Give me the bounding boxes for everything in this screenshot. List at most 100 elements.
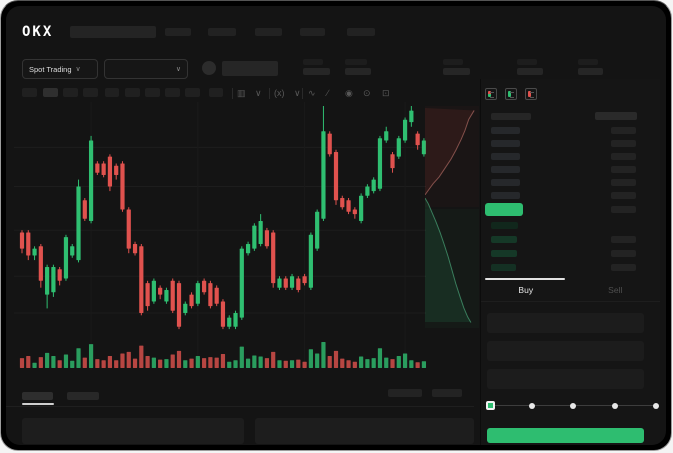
bid-price-bar[interactable] bbox=[491, 236, 517, 243]
chevron-down-icon[interactable]: ∨ bbox=[294, 88, 301, 98]
timeframe-button[interactable] bbox=[209, 88, 223, 97]
stat-value-placeholder bbox=[345, 68, 371, 75]
book-color-swatch bbox=[488, 91, 491, 97]
bid-amount-bar bbox=[611, 236, 636, 243]
trade-panel: Buy Sell bbox=[480, 79, 660, 445]
bottom-tab-active[interactable] bbox=[22, 392, 53, 400]
bid-price-bar[interactable] bbox=[491, 222, 518, 229]
timeframe-button[interactable] bbox=[145, 88, 160, 97]
chevron-down-icon: ∨ bbox=[75, 65, 81, 73]
bid-price-bar[interactable] bbox=[491, 264, 516, 271]
timeframe-button[interactable] bbox=[63, 88, 78, 97]
okx-logo: OKX bbox=[22, 24, 54, 40]
drawing-line-icon[interactable]: ∿ bbox=[308, 88, 316, 98]
book-color-swatch bbox=[508, 91, 511, 97]
bottom-action-placeholder[interactable] bbox=[432, 389, 462, 397]
buy-sell-tabs: Buy Sell bbox=[481, 278, 660, 302]
total-input[interactable] bbox=[487, 369, 644, 389]
ask-amount-bar bbox=[611, 127, 636, 134]
slider-stop-dot[interactable] bbox=[528, 402, 535, 409]
buy-submit-button[interactable] bbox=[487, 428, 644, 443]
chevron-down-icon[interactable]: ∨ bbox=[255, 88, 262, 98]
market-type-select[interactable]: Spot Trading ∨ bbox=[22, 59, 98, 79]
timeframe-button[interactable] bbox=[125, 88, 140, 97]
book-view-asks-icon[interactable] bbox=[525, 88, 537, 100]
stat-label-placeholder bbox=[517, 59, 537, 65]
bottom-panel-left bbox=[22, 418, 244, 444]
bottom-panel-right bbox=[255, 418, 474, 444]
ask-amount-bar bbox=[611, 192, 636, 199]
price-input[interactable] bbox=[487, 313, 644, 333]
toolbar-divider bbox=[232, 88, 233, 99]
book-view-all-icon[interactable] bbox=[485, 88, 497, 100]
book-lines-glyph bbox=[510, 92, 514, 98]
tab-buy[interactable]: Buy bbox=[518, 284, 534, 295]
nav-item-placeholder[interactable] bbox=[208, 28, 236, 36]
candle-type-icon[interactable]: ▥ bbox=[237, 88, 246, 98]
nav-item-placeholder[interactable] bbox=[347, 28, 375, 36]
nav-search-placeholder[interactable] bbox=[70, 26, 156, 38]
book-view-bids-icon[interactable] bbox=[505, 88, 517, 100]
snapshot-icon[interactable]: ◉ bbox=[345, 88, 353, 98]
ask-amount-bar bbox=[611, 140, 636, 147]
ask-price-bar[interactable] bbox=[491, 127, 520, 134]
tab-sell[interactable]: Sell bbox=[608, 284, 623, 295]
amount-input[interactable] bbox=[487, 341, 644, 361]
bid-price-bar[interactable] bbox=[491, 250, 517, 257]
settings-icon[interactable]: ⊙ bbox=[363, 88, 371, 98]
slider-stop-dot[interactable] bbox=[611, 402, 618, 409]
pair-select[interactable]: ∨ bbox=[104, 59, 188, 79]
toolbar-divider bbox=[269, 88, 270, 99]
ask-price-bar[interactable] bbox=[491, 192, 520, 199]
ask-price-bar[interactable] bbox=[491, 140, 520, 147]
bid-amount-bar bbox=[611, 250, 636, 257]
ask-price-bar[interactable] bbox=[491, 179, 520, 186]
stat-label-placeholder bbox=[578, 59, 598, 65]
nav-item-placeholder[interactable] bbox=[165, 28, 191, 36]
timeframe-button[interactable] bbox=[43, 88, 58, 97]
book-header-price-placeholder bbox=[491, 113, 531, 120]
stat-value-placeholder bbox=[517, 68, 543, 75]
bid-amount-bar bbox=[611, 264, 636, 271]
stat-value-placeholder bbox=[443, 68, 470, 75]
bottom-action-placeholder[interactable] bbox=[388, 389, 422, 397]
candlestick-chart[interactable] bbox=[14, 102, 480, 376]
ask-amount-bar bbox=[611, 153, 636, 160]
book-header-amount-placeholder bbox=[595, 112, 637, 120]
active-tab-indicator bbox=[485, 278, 565, 280]
indicators-icon[interactable]: (x) bbox=[274, 88, 285, 98]
toolbar-divider bbox=[302, 88, 303, 99]
stat-label-placeholder bbox=[345, 59, 367, 65]
book-color-swatch bbox=[528, 91, 531, 97]
bottom-divider bbox=[6, 406, 474, 407]
market-type-label: Spot Trading bbox=[29, 64, 72, 74]
book-lines-glyph bbox=[530, 92, 534, 98]
timeframe-button[interactable] bbox=[185, 88, 200, 97]
slider-handle[interactable] bbox=[485, 401, 495, 410]
ask-amount-bar bbox=[611, 179, 636, 186]
ask-amount-bar bbox=[611, 166, 636, 173]
chevron-down-icon: ∨ bbox=[175, 65, 181, 73]
pair-name-placeholder bbox=[222, 61, 278, 76]
coin-icon bbox=[202, 61, 216, 75]
measure-icon[interactable]: ∕ bbox=[327, 88, 329, 98]
bottom-tab[interactable] bbox=[67, 392, 99, 400]
nav-item-placeholder[interactable] bbox=[300, 28, 325, 36]
nav-item-placeholder[interactable] bbox=[255, 28, 282, 36]
stat-label-placeholder bbox=[443, 59, 463, 65]
slider-stop-dot[interactable] bbox=[570, 402, 576, 409]
trading-app: OKX Spot Trading ∨ ∨ ▥ ∨ (x) ∨ ∿ ∕ ◉ ⊙ ⊡ bbox=[6, 6, 666, 445]
slider-stop-dot[interactable] bbox=[653, 402, 659, 409]
timeframe-button[interactable] bbox=[83, 88, 98, 97]
fullscreen-icon[interactable]: ⊡ bbox=[382, 88, 390, 98]
timeframe-button[interactable] bbox=[105, 88, 119, 97]
bottom-tab-indicator bbox=[22, 403, 54, 405]
ask-price-bar[interactable] bbox=[491, 153, 520, 160]
last-price-highlight[interactable] bbox=[485, 203, 523, 216]
depth-chart bbox=[425, 106, 479, 328]
stat-value-placeholder bbox=[303, 68, 330, 75]
timeframe-button[interactable] bbox=[165, 88, 180, 97]
ask-price-bar[interactable] bbox=[491, 166, 520, 173]
timeframe-button[interactable] bbox=[22, 88, 37, 97]
